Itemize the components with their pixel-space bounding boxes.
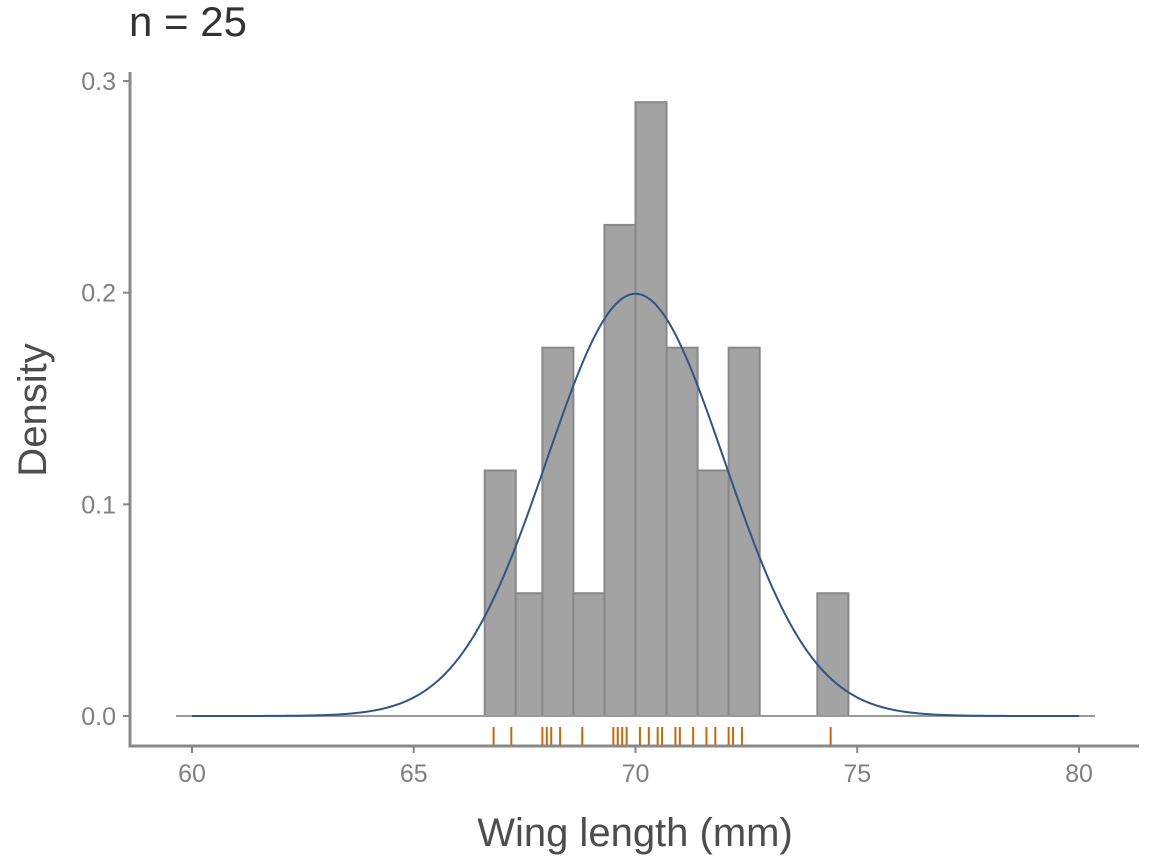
x-axis-ticks: 60 65 70 75 80 [178, 746, 1093, 788]
y-axis-title: Density [11, 343, 55, 476]
normal-density-curve [192, 292, 1079, 717]
histogram-bar [541, 346, 575, 717]
histogram-bar [483, 469, 517, 718]
histogram-bars [483, 101, 850, 718]
histogram-bar [634, 101, 668, 717]
y-tick-label: 0.3 [81, 68, 116, 96]
y-tick-label: 0.0 [81, 703, 116, 731]
histogram-bar [572, 592, 606, 718]
histogram-bar [696, 469, 730, 718]
y-tick-label: 0.1 [81, 491, 116, 519]
axes [128, 72, 1139, 748]
x-tick-label: 60 [178, 760, 206, 788]
histogram-bar [603, 223, 637, 718]
x-tick-label: 65 [400, 760, 428, 788]
x-tick-label: 75 [843, 760, 871, 788]
chart-title: n = 25 [129, 0, 247, 45]
x-tick-label: 80 [1065, 760, 1093, 788]
histogram-bar [816, 592, 850, 718]
x-axis-title: Wing length (mm) [477, 811, 793, 855]
rug-marks [492, 727, 832, 746]
y-tick-label: 0.2 [81, 280, 116, 308]
histogram-bar [665, 346, 699, 717]
y-axis-ticks: 0.0 0.1 0.2 0.3 [81, 68, 130, 731]
histogram-bar [727, 346, 761, 717]
x-tick-label: 70 [622, 760, 650, 788]
histogram-bar [514, 592, 544, 718]
